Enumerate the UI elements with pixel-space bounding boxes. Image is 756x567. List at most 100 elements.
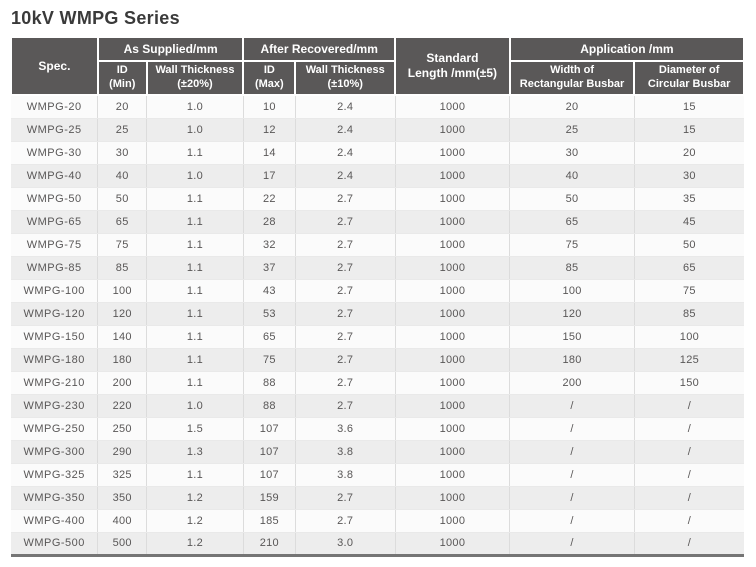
value-cell: 1000	[395, 532, 511, 555]
value-cell: /	[634, 486, 744, 510]
value-cell: 400	[97, 509, 148, 533]
value-cell: /	[634, 532, 744, 555]
value-cell: 75	[634, 279, 744, 303]
table-row: WMPG-325 325 1.1 107 3.8 1000//	[11, 463, 744, 487]
value-cell: 12	[243, 118, 296, 142]
value-cell: 43	[243, 279, 296, 303]
spec-table: Spec. As Supplied/mm After Recovered/mm …	[10, 36, 746, 557]
value-cell: 85	[509, 256, 635, 280]
value-cell: 107	[243, 440, 296, 464]
value-cell: 65	[509, 210, 635, 234]
value-cell: 120	[97, 302, 148, 326]
value-cell: 40	[509, 164, 635, 188]
value-cell: 2.4	[295, 141, 396, 165]
value-cell: 2.7	[295, 394, 396, 418]
value-cell: 45	[634, 210, 744, 234]
value-cell: 20	[97, 95, 148, 119]
value-cell: 75	[509, 233, 635, 257]
value-cell: 1000	[395, 348, 511, 372]
value-cell: /	[509, 532, 635, 555]
value-cell: 25	[97, 118, 148, 142]
spec-cell: WMPG-100	[11, 279, 99, 303]
value-cell: 180	[509, 348, 635, 372]
value-cell: 88	[243, 394, 296, 418]
value-cell: /	[634, 509, 744, 533]
value-cell: 1.0	[146, 394, 244, 418]
value-cell: 3.8	[295, 440, 396, 464]
header-sub-row: ID (Min) Wall Thickness (±20%) ID (Max) …	[11, 60, 745, 96]
spec-cell: WMPG-40	[11, 164, 99, 188]
value-cell: 1000	[395, 417, 511, 441]
id-max-line2: (Max)	[254, 78, 284, 90]
table-row: WMPG-350 350 1.2 159 2.7 1000//	[11, 486, 744, 510]
value-cell: 1000	[395, 394, 511, 418]
value-cell: 100	[97, 279, 148, 303]
value-cell: 2.7	[295, 486, 396, 510]
value-cell: 107	[243, 463, 296, 487]
width-rect-line2: Rectangular Busbar	[519, 78, 625, 90]
value-cell: 1000	[395, 509, 511, 533]
value-cell: 88	[243, 371, 296, 395]
value-cell: 1000	[395, 118, 511, 142]
value-cell: 2.7	[295, 256, 396, 280]
table-row: WMPG-180 180 1.1 75 2.7 1000 180 125	[11, 348, 744, 372]
col-group-application: Application /mm	[508, 36, 746, 62]
value-cell: 325	[97, 463, 148, 487]
wall-20-line2: (±20%)	[177, 78, 213, 90]
value-cell: 15	[634, 118, 744, 142]
value-cell: 2.7	[295, 187, 396, 211]
table-row: WMPG-210 200 1.1 88 2.7 1000 200 150	[11, 371, 744, 395]
wall-10-line2: (±10%)	[327, 78, 363, 90]
value-cell: 2.7	[295, 210, 396, 234]
value-cell: 1.1	[146, 187, 244, 211]
value-cell: 100	[634, 325, 744, 349]
value-cell: 50	[509, 187, 635, 211]
spec-cell: WMPG-30	[11, 141, 99, 165]
spec-cell: WMPG-150	[11, 325, 99, 349]
standard-length-line1: Standard	[426, 51, 479, 65]
value-cell: 2.7	[295, 325, 396, 349]
value-cell: 1000	[395, 210, 511, 234]
value-cell: 35	[634, 187, 744, 211]
value-cell: 1.1	[146, 256, 244, 280]
value-cell: 159	[243, 486, 296, 510]
value-cell: /	[509, 463, 635, 487]
table-row: WMPG-65 65 1.1 28 2.7 1000 65 45	[11, 210, 744, 234]
table-header: Spec. As Supplied/mm After Recovered/mm …	[10, 36, 746, 96]
wall-10-line1: Wall Thickness	[305, 64, 385, 77]
value-cell: 2.7	[295, 279, 396, 303]
value-cell: 200	[509, 371, 635, 395]
value-cell: 1.1	[146, 302, 244, 326]
value-cell: 1.1	[146, 210, 244, 234]
table-row: WMPG-25 25 1.0 12 2.4 1000 25 15	[11, 118, 744, 142]
value-cell: 22	[243, 187, 296, 211]
value-cell: 1.0	[146, 164, 244, 188]
value-cell: 17	[243, 164, 296, 188]
value-cell: 1000	[395, 164, 511, 188]
value-cell: 50	[97, 187, 148, 211]
col-header-id-max: ID (Max)	[242, 60, 297, 96]
value-cell: 180	[97, 348, 148, 372]
value-cell: 1000	[395, 95, 511, 119]
value-cell: 500	[97, 532, 148, 555]
spec-cell: WMPG-20	[11, 95, 99, 119]
value-cell: 1.1	[146, 348, 244, 372]
value-cell: 210	[243, 532, 296, 555]
header-group-row: Spec. As Supplied/mm After Recovered/mm …	[10, 36, 746, 96]
value-cell: /	[634, 394, 744, 418]
value-cell: 65	[634, 256, 744, 280]
value-cell: 2.7	[295, 371, 396, 395]
table-row: WMPG-230 220 1.0 88 2.7 1000//	[11, 394, 744, 418]
value-cell: 1000	[395, 187, 511, 211]
value-cell: 1000	[395, 463, 511, 487]
value-cell: 1000	[395, 141, 511, 165]
value-cell: /	[509, 509, 635, 533]
value-cell: 15	[634, 95, 744, 119]
table-row: WMPG-300 290 1.3 107 3.8 1000//	[11, 440, 744, 464]
value-cell: 140	[97, 325, 148, 349]
table-row: WMPG-30 30 1.1 14 2.4 1000 30 20	[11, 141, 744, 165]
value-cell: 3.6	[295, 417, 396, 441]
value-cell: /	[634, 440, 744, 464]
spec-cell: WMPG-65	[11, 210, 99, 234]
